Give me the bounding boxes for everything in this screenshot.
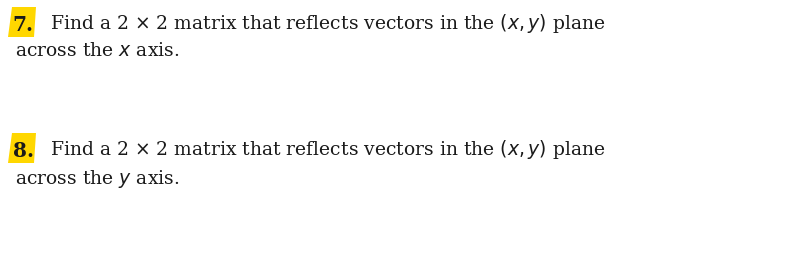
Text: 8.: 8. bbox=[13, 141, 34, 161]
Polygon shape bbox=[8, 7, 36, 37]
Text: across the $y$ axis.: across the $y$ axis. bbox=[15, 168, 179, 190]
Text: Find a 2 $\times$ 2 matrix that reflects vectors in the $(x, y)$ plane: Find a 2 $\times$ 2 matrix that reflects… bbox=[50, 138, 606, 161]
Polygon shape bbox=[8, 133, 36, 163]
Text: 7.: 7. bbox=[13, 15, 34, 35]
Text: across the $x$ axis.: across the $x$ axis. bbox=[15, 42, 179, 60]
Text: Find a 2 $\times$ 2 matrix that reflects vectors in the $(x, y)$ plane: Find a 2 $\times$ 2 matrix that reflects… bbox=[50, 12, 606, 35]
